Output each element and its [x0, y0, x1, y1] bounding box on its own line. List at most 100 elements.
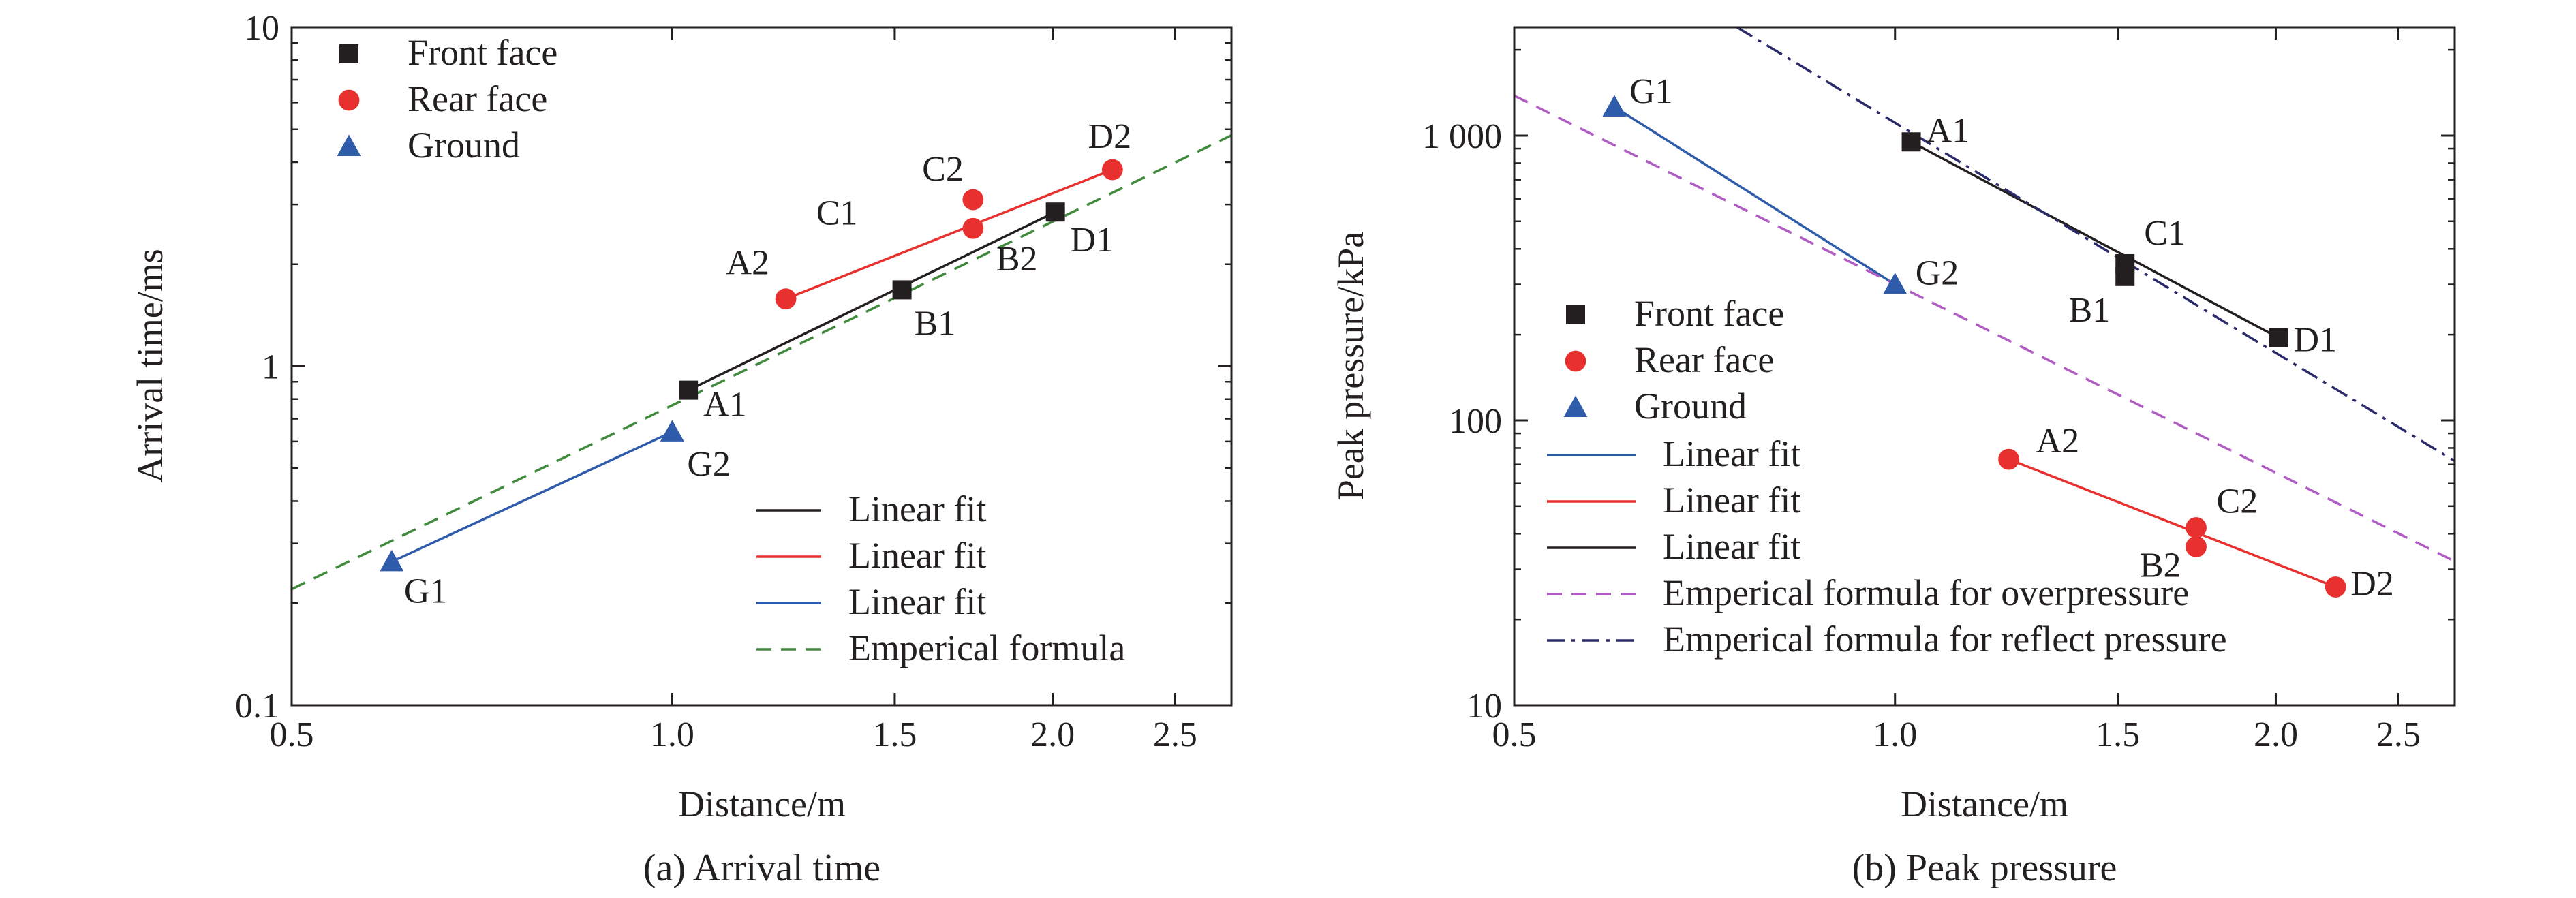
point-label-D1: D1 — [1071, 221, 1114, 260]
legend-1: Linear fit Linear fit Linear fit Emperical … — [1547, 433, 2227, 660]
point-A1 — [1901, 132, 1921, 152]
point-A2 — [1998, 448, 2019, 470]
point-label-B2: B2 — [2140, 546, 2181, 585]
x-axis-label: Distance/m — [678, 784, 846, 824]
x-tick-label: 2.5 — [2376, 715, 2421, 754]
x-tick-label: 2.5 — [1153, 715, 1197, 754]
point-label-B1: B1 — [2069, 291, 2111, 330]
point-D2 — [2325, 576, 2346, 598]
y-tick-label: 0.1 — [235, 687, 279, 726]
point-label-D1: D1 — [2293, 321, 2337, 360]
fit-line-1 — [2008, 458, 2336, 589]
panel-b-peak-pressure: 0.5 1.0 1.5 2.0 2.5 10 100 1 000 A1 B1 C1 D1 A2 B2 C2 D… — [1330, 26, 2456, 889]
point-label-C1: C1 — [2144, 214, 2186, 253]
point-G1 — [380, 549, 404, 572]
legend-0: Front face Rear face Ground — [337, 32, 557, 166]
point-label-B1: B1 — [915, 304, 956, 343]
y-tick-label: 10 — [1467, 687, 1502, 726]
point-D2 — [1101, 159, 1123, 181]
legend-label: Emperical formula for overpressure — [1663, 572, 2189, 613]
fit-lines — [1514, 27, 2455, 589]
legend-label: Ground — [408, 125, 520, 166]
point-B2 — [962, 217, 984, 239]
point-label-C2: C2 — [2217, 482, 2258, 521]
point-label-G1: G1 — [1629, 72, 1673, 111]
x-tick-label: 1.5 — [872, 715, 917, 754]
point-label-G2: G2 — [1916, 254, 1959, 293]
point-G1 — [1602, 95, 1627, 117]
legend-label: Front face — [1634, 293, 1784, 334]
point-label-D2: D2 — [2350, 565, 2394, 604]
x-tick-label: 1.0 — [650, 715, 694, 754]
legend-label: Linear fit — [848, 581, 986, 622]
x-tick-label: 1.0 — [1873, 715, 1917, 754]
point-D1 — [1045, 202, 1065, 222]
legend-1: Linear fit Linear fit Linear fit Emperical … — [756, 489, 1125, 668]
y-tick-label: 1 — [262, 348, 279, 387]
legend-label: Linear fit — [1663, 526, 1800, 567]
legend-label: Rear face — [408, 78, 547, 119]
point-G2 — [660, 420, 684, 442]
legend-marker — [1563, 395, 1588, 417]
point-G2 — [1883, 273, 1907, 294]
y-tick-label: 1 000 — [1422, 117, 1502, 156]
plot-frame — [1513, 26, 2456, 707]
point-C2 — [2186, 517, 2207, 538]
point-C2 — [962, 189, 984, 211]
legend-label: Emperical formula for reflect pressure — [1663, 619, 2227, 660]
fit-line-3 — [292, 134, 1231, 591]
point-label-B2: B2 — [996, 240, 1038, 279]
legend-0: Front face Rear face Ground — [1563, 293, 1784, 427]
point-label-A1: A1 — [703, 386, 747, 424]
legend-marker — [337, 134, 361, 156]
legend-marker — [1565, 350, 1586, 372]
x-tick-label: 0.5 — [270, 715, 314, 754]
legend-label: Ground — [1634, 386, 1747, 427]
fit-lines — [292, 134, 1231, 591]
legend-label: Linear fit — [1663, 480, 1800, 521]
point-D1 — [2269, 328, 2288, 347]
legend-label: Rear face — [1634, 339, 1774, 380]
y-tick-label: 100 — [1449, 402, 1502, 441]
point-B1 — [892, 280, 912, 300]
annotation-C1: C1 — [816, 193, 858, 232]
point-label-D2: D2 — [1088, 117, 1132, 156]
fit-line-2 — [1910, 140, 2280, 339]
point-label-A2: A2 — [2036, 422, 2080, 461]
point-label-G1: G1 — [404, 572, 448, 610]
point-A1 — [679, 380, 699, 400]
legend-marker — [339, 44, 358, 63]
figure-caption: (b) Peak pressure — [1852, 847, 2117, 889]
point-label-A2: A2 — [726, 244, 770, 283]
fit-line-2 — [391, 431, 673, 563]
point-label-A1: A1 — [1927, 111, 1970, 150]
legend-label: Linear fit — [848, 489, 986, 529]
x-tick-label: 1.5 — [2096, 715, 2140, 754]
point-C1 — [2115, 253, 2135, 273]
fit-line-4 — [1736, 27, 2455, 463]
point-A2 — [775, 288, 797, 310]
legend-label: Linear fit — [848, 535, 986, 576]
point-label-G2: G2 — [687, 445, 731, 484]
x-axis-label: Distance/m — [1901, 784, 2068, 824]
legend-marker — [338, 89, 360, 111]
fit-line-0 — [1614, 106, 1896, 285]
y-axis-label: Peak pressure/kPa — [1330, 232, 1371, 500]
panel-a-arrival-time: 0.5 1.0 1.5 2.0 2.5 0.1 1 10 A1 B1 D1 A2 B2 C2 D2 G1 G2 C… — [129, 9, 1233, 889]
figure-caption: (a) Arrival time — [643, 847, 880, 889]
x-tick-label: 2.0 — [2254, 715, 2298, 754]
fit-line-3 — [1514, 94, 2455, 563]
y-tick-label: 10 — [244, 9, 279, 48]
legend-marker — [1566, 305, 1585, 324]
fit-line-0 — [688, 211, 1056, 392]
point-B2 — [2186, 536, 2207, 557]
y-axis-label: Arrival time/ms — [129, 249, 170, 482]
legend-label: Linear fit — [1663, 433, 1800, 474]
point-label-C2: C2 — [922, 150, 964, 189]
legend-label: Front face — [408, 32, 557, 73]
x-tick-label: 2.0 — [1030, 715, 1075, 754]
legend-label: Emperical formula — [848, 628, 1125, 668]
fit-line-1 — [785, 168, 1113, 300]
x-tick-label: 0.5 — [1492, 715, 1537, 754]
